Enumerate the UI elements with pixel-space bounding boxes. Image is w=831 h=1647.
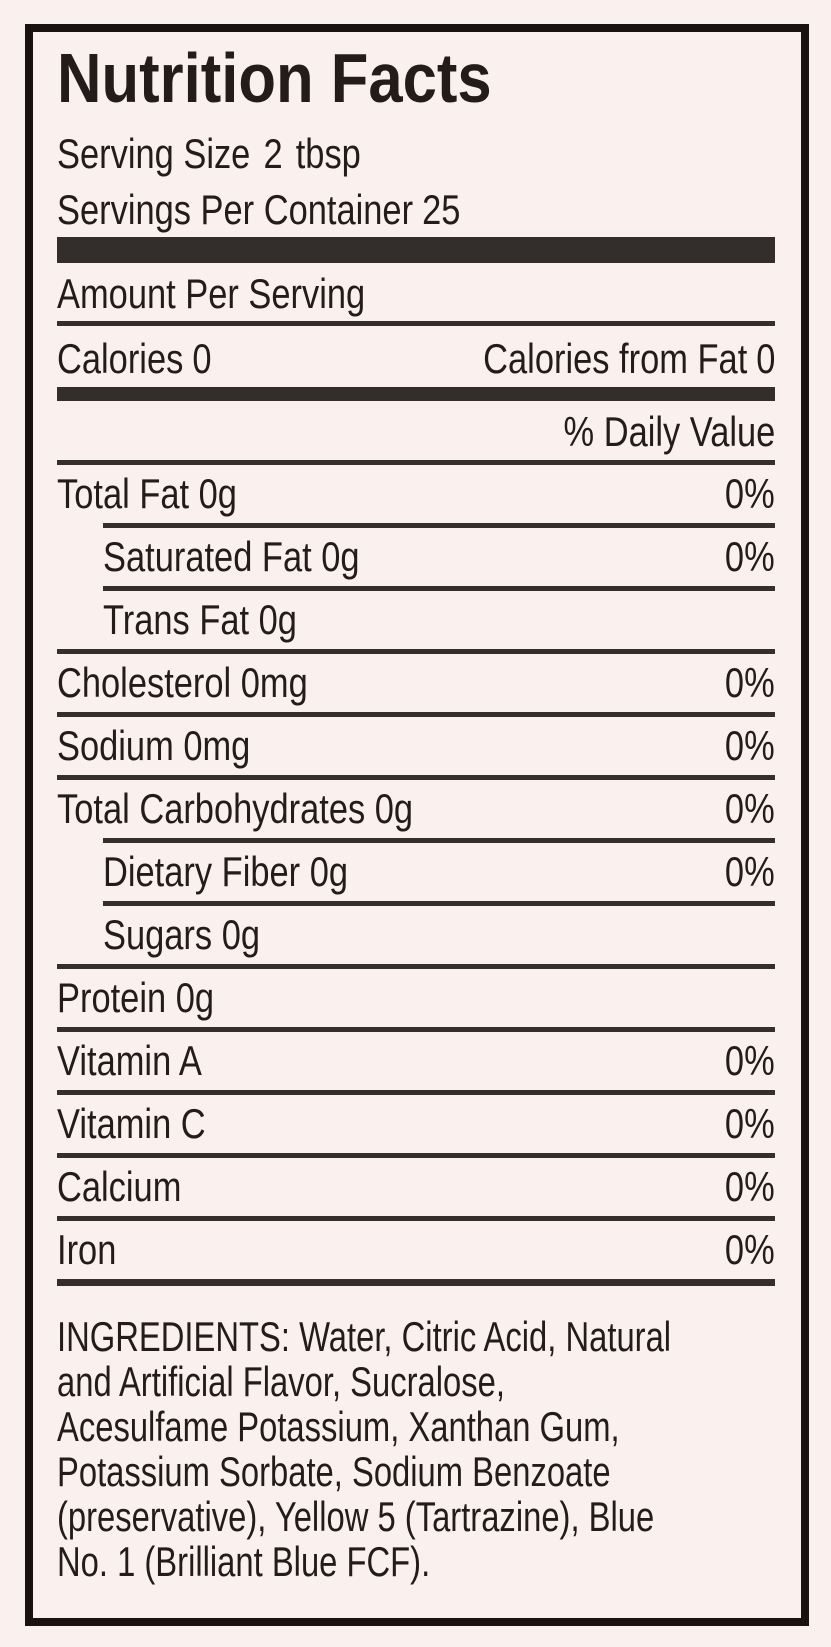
nutrient-name: Trans Fat 0g xyxy=(103,596,297,643)
nutrient-row-sugars: Sugars 0g xyxy=(57,906,775,964)
nutrient-name: Calcium xyxy=(57,1163,182,1210)
nutrient-row-dietary-fiber: Dietary Fiber 0g 0% xyxy=(57,843,775,901)
calories-from-fat-cell: Calories from Fat 0 xyxy=(483,334,775,384)
nutrition-label: Nutrition Facts Serving Size 2 tbsp Servin… xyxy=(25,24,809,1626)
row-rule xyxy=(103,523,775,528)
nutrient-name: Vitamin C xyxy=(57,1100,206,1147)
nutrient-dv: 0% xyxy=(725,470,775,517)
nutrient-row-total-fat: Total Fat 0g 0% xyxy=(57,465,775,523)
calories-from-fat-label: Calories from Fat xyxy=(482,335,747,382)
row-rule xyxy=(57,649,775,654)
serving-size-value: 2 xyxy=(263,130,283,177)
serving-size-line: Serving Size 2 tbsp xyxy=(57,129,775,179)
ingredients-line: INGREDIENTS: Water, Citric Acid, Natural xyxy=(57,1313,672,1360)
nutrient-row-saturated-fat: Saturated Fat 0g 0% xyxy=(57,528,775,586)
nutrient-name: Protein 0g xyxy=(57,974,215,1021)
row-rule xyxy=(57,964,775,969)
ingredients-line: No. 1 (Brilliant Blue FCF). xyxy=(57,1538,431,1585)
nutrient-dv: 0% xyxy=(725,722,775,769)
nutrient-dv: 0% xyxy=(725,848,775,895)
nutrient-row-calcium: Calcium 0% xyxy=(57,1158,775,1216)
separator-bar-top xyxy=(57,237,775,263)
label-title: Nutrition Facts xyxy=(57,40,775,117)
nutrient-name: Sodium 0mg xyxy=(57,722,251,769)
calories-value: 0 xyxy=(192,335,212,382)
servings-per-container-value: 25 xyxy=(422,186,461,233)
separator-bar-mid xyxy=(57,387,775,401)
nutrient-name: Iron xyxy=(57,1226,117,1273)
calories-cell: Calories 0 xyxy=(57,334,212,384)
ingredients-line: Acesulfame Potassium, Xanthan Gum, xyxy=(57,1403,620,1450)
nutrient-name: Total Fat 0g xyxy=(57,470,237,517)
nutrient-dv: 0% xyxy=(725,1226,775,1273)
nutrient-row-trans-fat: Trans Fat 0g xyxy=(57,591,775,649)
row-rule xyxy=(103,586,775,591)
nutrient-dv: 0% xyxy=(725,1100,775,1147)
row-rule xyxy=(103,838,775,843)
nutrient-row-sodium: Sodium 0mg 0% xyxy=(57,717,775,775)
nutrient-row-vitamin-c: Vitamin C 0% xyxy=(57,1095,775,1153)
row-rule xyxy=(57,1090,775,1095)
nutrient-name: Cholesterol 0mg xyxy=(57,659,308,706)
serving-size-unit: tbsp xyxy=(295,130,361,177)
nutrient-name: Dietary Fiber 0g xyxy=(103,848,349,895)
nutrient-dv: 0% xyxy=(725,533,775,580)
serving-size-label: Serving Size xyxy=(57,130,251,177)
ingredients-block: INGREDIENTS: Water, Citric Acid, Natural… xyxy=(57,1314,775,1584)
servings-per-container-line: Servings Per Container 25 xyxy=(57,185,775,235)
row-rule xyxy=(57,1153,775,1158)
row-rule xyxy=(57,775,775,780)
label-title-text: Nutrition Facts xyxy=(57,39,492,117)
nutrient-row-cholesterol: Cholesterol 0mg 0% xyxy=(57,654,775,712)
nutrient-row-iron: Iron 0% xyxy=(57,1221,775,1279)
amount-per-serving-line: Amount Per Serving xyxy=(57,270,366,317)
nutrient-name: Saturated Fat 0g xyxy=(103,533,360,580)
rule-under-dv-header xyxy=(57,460,775,465)
nutrient-row-total-carbohydrates: Total Carbohydrates 0g 0% xyxy=(57,780,775,838)
nutrient-name: Sugars 0g xyxy=(103,911,261,958)
calories-row: Calories 0 Calories from Fat 0 xyxy=(57,334,775,384)
nutrient-name: Vitamin A xyxy=(57,1037,202,1084)
daily-value-header: % Daily Value xyxy=(563,408,775,455)
ingredients-line: (preservative), Yellow 5 (Tartrazine), B… xyxy=(57,1493,655,1540)
ingredients-line: Potassium Sorbate, Sodium Benzoate xyxy=(57,1448,611,1495)
nutrient-name: Total Carbohydrates 0g xyxy=(57,785,414,832)
row-rule xyxy=(57,1027,775,1032)
ingredients-line: and Artificial Flavor, Sucralose, xyxy=(57,1358,505,1405)
row-rule xyxy=(103,901,775,906)
nutrient-row-vitamin-a: Vitamin A 0% xyxy=(57,1032,775,1090)
nutrient-dv: 0% xyxy=(725,1037,775,1084)
nutrient-dv: 0% xyxy=(725,659,775,706)
nutrient-row-protein: Protein 0g xyxy=(57,969,775,1027)
nutrient-dv: 0% xyxy=(725,1163,775,1210)
row-rule-bottom xyxy=(57,1279,775,1286)
row-rule xyxy=(57,1216,775,1221)
nutrient-dv: 0% xyxy=(725,785,775,832)
calories-label: Calories xyxy=(57,335,184,382)
calories-from-fat-value: 0 xyxy=(755,335,775,382)
row-rule xyxy=(57,712,775,717)
rule-under-amount xyxy=(57,321,775,326)
servings-per-container-label: Servings Per Container xyxy=(57,186,414,233)
